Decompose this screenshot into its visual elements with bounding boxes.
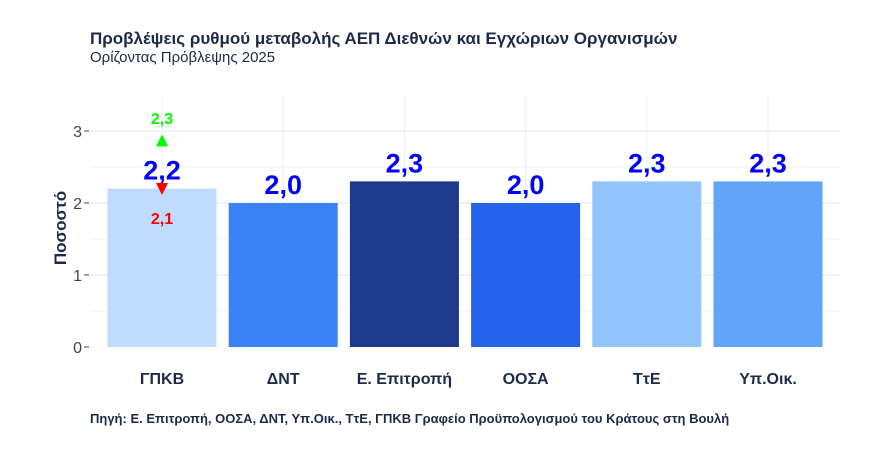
x-tick-label: ΓΠΚΒ <box>140 371 184 388</box>
y-tick-label: 1 <box>73 268 82 285</box>
x-tick-label: Ε. Επιτροπή <box>357 371 452 388</box>
source-note: Πηγή: Ε. Επιτροπή, ΟΟΣΑ, ΔΝΤ, Υπ.Οικ., Τ… <box>90 411 730 426</box>
data-label: 2,3 <box>628 148 666 178</box>
y-tick-label: 0 <box>73 340 82 357</box>
y-tick-label: 3 <box>73 124 82 141</box>
bar-5 <box>713 181 823 347</box>
bar-0 <box>107 188 217 347</box>
x-tick-label: ΟΟΣΑ <box>503 371 549 388</box>
data-label: 2,3 <box>749 148 787 178</box>
x-tick-label: ΔΝΤ <box>267 371 300 388</box>
bar-4 <box>592 181 702 347</box>
data-label: 2,2 <box>143 156 181 186</box>
bar-3 <box>471 203 581 347</box>
x-tick-label: Υπ.Οικ. <box>739 371 797 388</box>
low-label: 2,1 <box>151 211 173 228</box>
up-triangle-icon <box>156 134 168 147</box>
data-label: 2,0 <box>264 170 302 200</box>
bar-1 <box>228 203 338 347</box>
y-tick-label: 2 <box>73 196 82 213</box>
down-triangle-icon <box>156 183 168 195</box>
data-label: 2,3 <box>386 148 424 178</box>
y-axis-label: Ποσοστό <box>51 191 70 265</box>
chart-subtitle: Ορίζοντας Πρόβλεψης 2025 <box>90 49 276 66</box>
chart-title: Προβλέψεις ρυθμού μεταβολής ΑΕΠ Διεθνών … <box>90 29 678 48</box>
bar-2 <box>349 181 459 347</box>
x-tick-label: ΤτΕ <box>633 371 661 388</box>
data-label: 2,0 <box>507 170 545 200</box>
high-label: 2,3 <box>151 111 173 128</box>
